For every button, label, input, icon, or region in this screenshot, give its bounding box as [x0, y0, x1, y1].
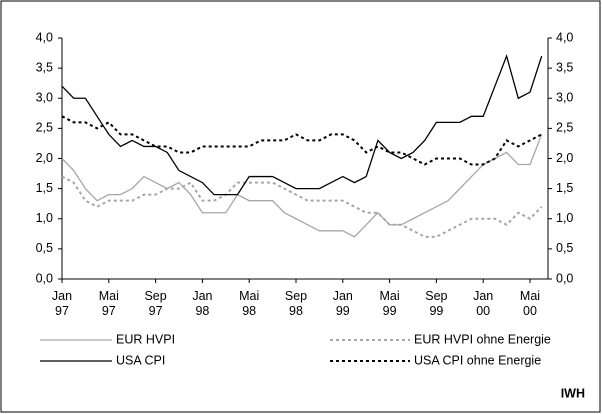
y-tick-label: 3,5 — [36, 60, 53, 74]
x-tick-label: Mai 00 — [520, 289, 540, 318]
series-line — [61, 134, 543, 238]
y-tick-label: 2,5 — [36, 121, 53, 135]
series-line — [61, 115, 543, 166]
x-tick-label: Mai 97 — [99, 289, 119, 318]
y2-tick-label: 2,0 — [556, 151, 573, 165]
y2-tick-label: 3,0 — [556, 91, 573, 105]
y2-tick-label: 0,0 — [556, 271, 573, 285]
y2-tick-label: 0,5 — [556, 241, 573, 255]
y-tick-label: 2,0 — [36, 151, 53, 165]
x-tick-label: Jan 99 — [333, 289, 353, 318]
y2-tick-label: 2,5 — [556, 121, 573, 135]
legend-label: EUR HVPI — [116, 332, 175, 346]
y-tick-label: 3,0 — [36, 91, 53, 105]
source-label: IWH — [561, 386, 585, 400]
x-tick-label: Jan 98 — [192, 289, 212, 318]
y-tick-label: 0,5 — [36, 241, 53, 255]
y2-tick-label: 4,0 — [556, 30, 573, 44]
x-tick-label: Mai 98 — [239, 289, 259, 318]
x-tick-label: Sep 98 — [285, 289, 307, 318]
series-line — [61, 54, 543, 196]
y-tick-label: 4,0 — [36, 30, 53, 44]
x-tick-label: Sep 97 — [144, 289, 166, 318]
x-tick-label: Mai 99 — [380, 289, 400, 318]
legend-label: EUR HVPI ohne Energie — [414, 332, 551, 346]
x-tick-label: Jan 97 — [52, 289, 72, 318]
y2-tick-label: 1,5 — [556, 181, 573, 195]
x-tick-label: Jan 00 — [473, 289, 493, 318]
series-line — [61, 175, 543, 238]
legend-label: USA CPI — [116, 353, 165, 367]
x-tick-label: Sep 99 — [425, 289, 447, 318]
y-tick-label: 1,0 — [36, 211, 53, 225]
y-tick-label: 1,5 — [36, 181, 53, 195]
legend-label: USA CPI ohne Energie — [414, 353, 541, 367]
y-tick-label: 0,0 — [36, 271, 53, 285]
y2-tick-label: 3,5 — [556, 60, 573, 74]
y2-tick-label: 1,0 — [556, 211, 573, 225]
